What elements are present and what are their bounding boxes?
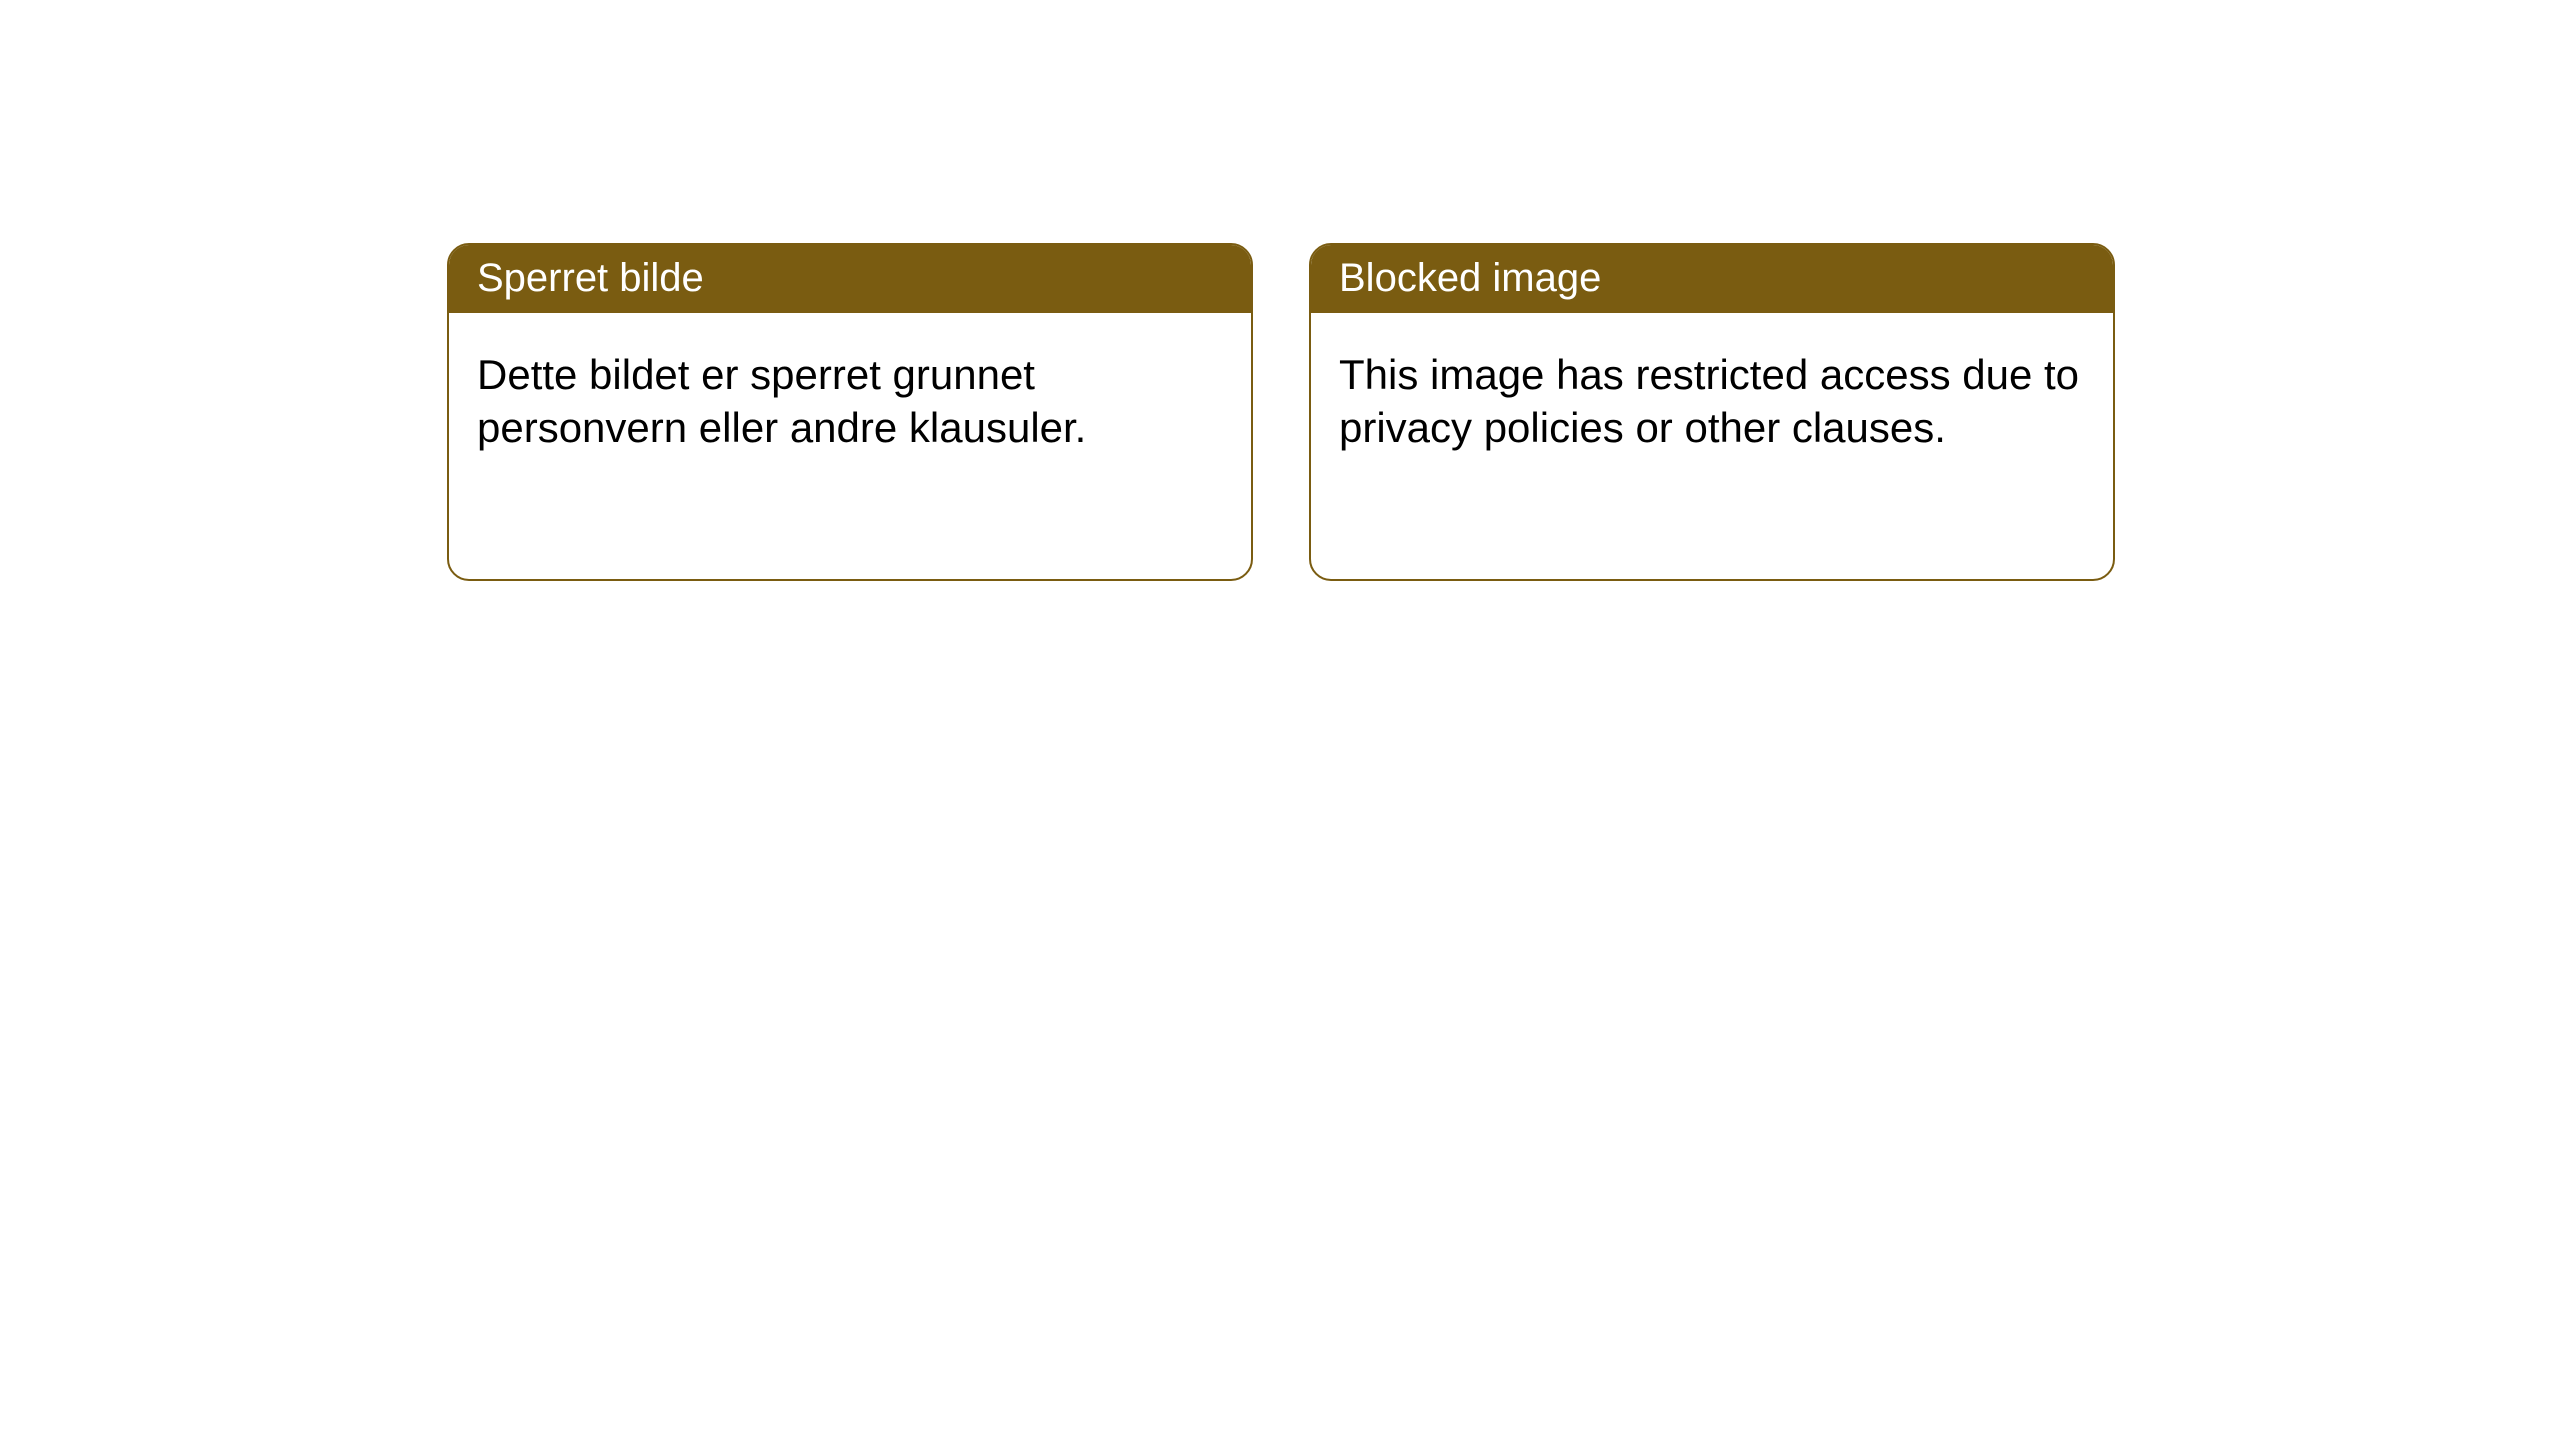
card-header-english: Blocked image — [1311, 245, 2113, 313]
card-norwegian: Sperret bilde Dette bildet er sperret gr… — [447, 243, 1253, 581]
card-header-norwegian: Sperret bilde — [449, 245, 1251, 313]
card-english: Blocked image This image has restricted … — [1309, 243, 2115, 581]
card-body-norwegian: Dette bildet er sperret grunnet personve… — [449, 313, 1251, 482]
card-body-english: This image has restricted access due to … — [1311, 313, 2113, 482]
cards-container: Sperret bilde Dette bildet er sperret gr… — [447, 243, 2115, 581]
